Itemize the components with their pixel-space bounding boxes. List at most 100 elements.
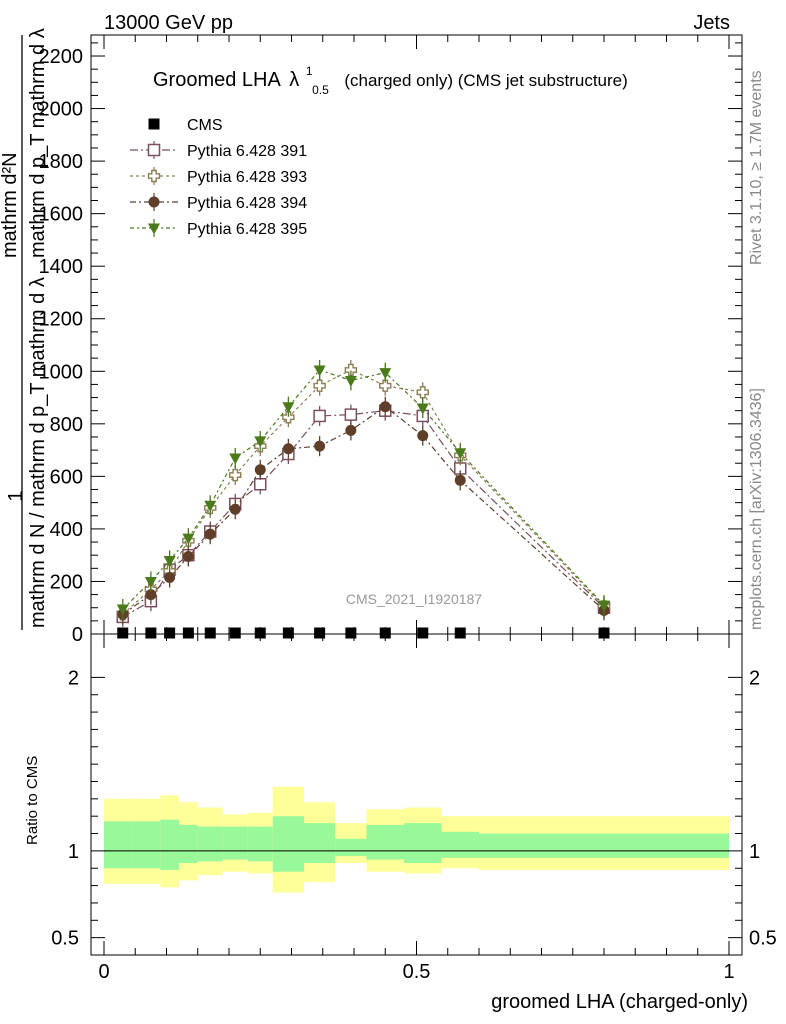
series-3 — [117, 396, 610, 625]
title-main: Groomed LHA — [153, 69, 281, 91]
ratio-inner-band — [304, 823, 336, 864]
data-point — [282, 627, 294, 639]
data-point — [379, 368, 392, 380]
ratio-inner-band — [222, 826, 248, 860]
data-point — [229, 468, 242, 482]
data-point — [344, 363, 358, 377]
legend-label: CMS — [187, 117, 223, 134]
main-ytick-label: 1400 — [39, 256, 84, 278]
title-sup: 1 — [306, 64, 313, 78]
data-point — [164, 572, 176, 584]
legend: CMS Pythia 6.428 391 Pythia 6.428 393 Pythi… — [130, 117, 307, 238]
main-ytick-label: 2200 — [39, 46, 84, 68]
main-panel: 0 200 400 600 800 1000 1200 1400 1600 1800 2000 220… — [39, 34, 743, 646]
data-point — [314, 627, 326, 639]
ratio-inner-band — [479, 833, 729, 858]
data-point — [416, 386, 429, 399]
title-rest: (charged only) (CMS jet substructure) — [344, 71, 627, 90]
data-point — [379, 379, 392, 392]
legend-item: Pythia 6.428 391 — [130, 141, 307, 160]
data-point — [282, 443, 294, 455]
data-point — [345, 627, 357, 639]
legend-label: Pythia 6.428 395 — [187, 221, 307, 238]
ylabel-den: mathrm d p_T mathrm d λ — [27, 28, 49, 258]
plot-title: Groomed LHA λ 1 0.5 (charged only) (CMS … — [153, 58, 628, 99]
x-axis-label: groomed LHA (charged-only) — [491, 991, 748, 1013]
data-point — [313, 379, 326, 392]
ratio-frame — [90, 633, 743, 956]
data-point — [116, 604, 129, 616]
data-point — [313, 409, 326, 423]
data-point — [598, 600, 610, 612]
data-point — [344, 375, 357, 387]
ratio-xtick-label: 0 — [98, 961, 109, 983]
ratio-inner-band — [132, 821, 161, 869]
ratio-inner-band — [197, 826, 223, 862]
main-ytick-label: 2000 — [39, 99, 84, 121]
data-point — [204, 500, 217, 512]
data-point — [344, 408, 358, 421]
data-point — [145, 627, 157, 639]
data-point — [454, 474, 466, 486]
ratio-inner-band — [366, 824, 404, 860]
legend-marker — [148, 223, 160, 235]
data-point — [282, 402, 295, 414]
main-ytick-label: 1000 — [39, 361, 84, 383]
ratio-ytick-label: 1 — [68, 841, 79, 863]
data-point — [454, 448, 467, 460]
ratio-inner-band — [179, 824, 198, 864]
data-point — [229, 627, 241, 639]
main-ytick-label: 1200 — [39, 309, 84, 331]
ratio-ytick-label: 0.5 — [51, 928, 79, 950]
main-ylabel: 1 mathrm d N / mathrm d p_T mathrm d λ m… — [0, 28, 49, 630]
main-ytick-label: 400 — [50, 519, 83, 541]
legend-item: Pythia 6.428 394 — [130, 193, 307, 212]
title-sub: 0.5 — [312, 83, 329, 97]
series-line — [122, 410, 605, 618]
ylabel-bottom: mathrm d N / mathrm d p_T mathrm d λ — [27, 277, 49, 628]
data-point — [254, 464, 266, 476]
ratio-ytick-label-right: 0.5 — [749, 928, 777, 950]
data-point — [314, 440, 326, 452]
legend-marker — [148, 196, 160, 208]
ratio-inner-band — [404, 823, 442, 864]
main-ytick-label: 1600 — [39, 204, 84, 226]
title-lambda: λ — [289, 69, 299, 91]
legend-item: Pythia 6.428 395 — [130, 219, 307, 238]
data-point — [379, 401, 391, 413]
header-right: Jets — [693, 12, 730, 34]
ratio-inner-band — [160, 819, 179, 870]
mcplots-label: mcplots.cern.ch [arXiv:1306.3436] — [748, 388, 765, 630]
watermark: CMS_2021_I1920187 — [346, 591, 482, 607]
data-point — [254, 478, 267, 491]
data-point — [454, 627, 466, 639]
data-point — [229, 503, 241, 515]
legend-label: Pythia 6.428 391 — [187, 143, 307, 160]
ratio-panel: 0 0.5 1 0.5 0.5 1 1 2 2 — [51, 633, 777, 983]
legend-marker — [147, 143, 161, 157]
data-point — [282, 411, 295, 424]
series-4 — [116, 359, 610, 620]
data-point — [163, 555, 176, 567]
data-point — [345, 424, 357, 436]
data-point — [313, 365, 326, 377]
legend-item: CMS — [148, 117, 223, 134]
data-point — [229, 453, 242, 465]
ratio-inner-band — [104, 821, 133, 869]
series-line — [122, 369, 605, 615]
data-point — [204, 528, 216, 540]
series-2 — [116, 359, 611, 625]
data-point — [417, 627, 429, 639]
main-ytick-label: 1800 — [39, 151, 84, 173]
series-line — [122, 369, 605, 610]
svg-text:Groomed LHA λ 1: Groomed LHA λ 1 0.5 (charged only) (CMS … — [153, 58, 628, 99]
ylabel-top: 1 — [5, 490, 27, 501]
data-point — [117, 627, 129, 639]
data-point — [145, 589, 157, 601]
legend-marker — [148, 118, 160, 130]
legend-marker — [147, 169, 161, 183]
rivet-label: Rivet 3.1.10, ≥ 1.7M events — [748, 70, 765, 265]
main-ytick-label: 0 — [72, 624, 83, 646]
data-point — [182, 627, 194, 639]
